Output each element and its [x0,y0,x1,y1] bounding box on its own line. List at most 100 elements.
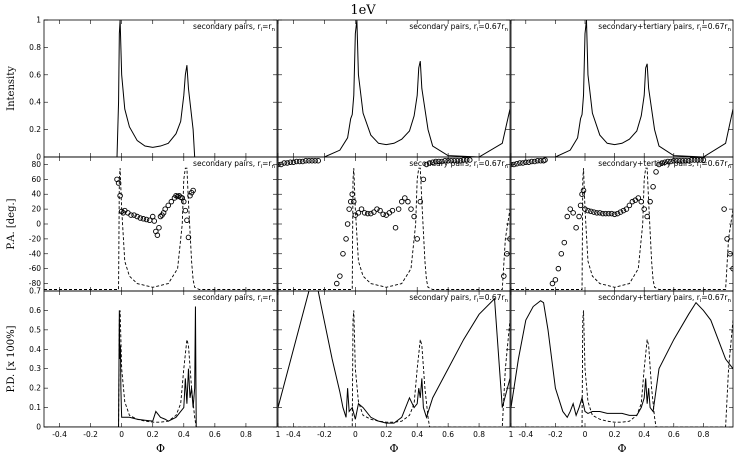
x-tick-label: 0.4 [638,430,650,439]
note-text: =0.67r [478,159,505,168]
note-subscript: n [505,27,509,33]
x-tick-label: -0.2 [317,430,332,439]
panel-series [44,167,277,290]
y-tick-label: -60 [29,264,41,273]
pa-data-point [558,251,565,257]
pa-data-point [299,158,306,165]
pa-data-point [635,195,642,201]
pa-data-point [463,157,470,163]
pa-data-point [426,160,433,166]
pa-data-point [312,157,318,164]
pa-data-point [700,157,707,163]
pa-data-point [402,195,408,201]
pa-data-point [626,202,633,209]
pa-data-point [517,160,523,166]
solid-line [44,20,277,157]
note-text: secondary pairs, r [409,22,477,31]
pa-data-point [184,217,190,224]
pa-data-point [137,215,144,221]
note-subscript: n [728,164,732,170]
dashed-line [278,310,510,427]
pa-data-point [685,157,692,164]
pa-data-point [337,273,343,279]
pa-data-point [555,265,562,272]
y-tick-label: 0.6 [29,306,41,315]
pa-data-point [149,213,156,220]
pa-data-point [507,236,510,242]
pa-data-point [392,224,399,231]
pa-data-point [523,159,529,165]
pa-data-point [727,251,733,257]
solid-line [511,20,733,157]
note-subscript: i [700,298,702,304]
x-tick-label: 0.6 [442,430,454,439]
x-tick-label: -0.4 [286,430,301,439]
note-subscript: n [272,27,276,33]
pa-data-point [343,236,349,242]
x-tick-label: 0.2 [147,430,159,439]
note-subscript: i [700,27,702,33]
pa-data-point [368,210,374,217]
y-axis-label-polarization-degree: P.D. [x 100%] [6,325,17,392]
panel-frame [277,156,511,292]
note-subscript: n [272,298,276,304]
pa-data-point [445,157,451,164]
note-text: secondary+tertiary pairs, r [598,159,701,168]
panel-note: secondary+tertiary pairs, ri=0.67rn [598,22,731,33]
panel-frame [277,290,511,428]
pa-data-point [457,157,464,164]
pa-data-point [629,198,636,205]
x-tick-label: 1 [509,430,514,439]
pa-data-point [694,157,701,163]
pa-data-point [504,251,510,257]
y-tick-label: -40 [29,249,41,258]
pa-data-point [347,198,354,205]
x-tick-label: 0.4 [178,430,190,439]
x-axis-label: Φ [389,442,398,455]
pa-data-point [600,210,606,217]
pa-data-point [659,160,665,166]
pa-data-point [644,213,650,220]
pa-data-point [676,157,683,164]
panel-note: secondary pairs, ri=rn [193,293,275,304]
pa-data-point [411,213,417,220]
pa-data-point [118,208,125,215]
note-text: secondary pairs, r [193,293,261,302]
pa-data-point [567,206,573,212]
y-axis-label-polarization-angle: P.A. [deg.] [6,198,17,249]
pa-data-point [290,159,297,165]
pa-data-point [602,210,609,217]
y-tick-label: -80 [29,279,41,288]
pa-data-point [591,209,597,215]
note-subscript: i [477,298,479,304]
panel-note: secondary+tertiary pairs, ri=0.67rn [598,293,731,304]
pa-data-point [296,158,303,165]
pa-data-point [588,208,594,215]
x-tick-label: 0.8 [473,430,485,439]
note-subscript: n [728,27,732,33]
panel-frame [510,19,734,158]
pa-data-point [433,158,439,165]
note-subscript: i [261,164,263,170]
pa-data-point [309,157,315,164]
pa-data-point [531,158,538,165]
y-tick-label: 0.8 [29,43,41,52]
pa-data-point [380,211,386,218]
panel-frame [43,290,278,428]
pa-data-point [429,159,436,165]
pa-data-point [439,158,445,165]
note-text: =0.67r [701,22,728,31]
pa-data-point [501,273,507,279]
pa-data-point [514,160,520,167]
panel-series [278,291,510,427]
pa-data-point [168,198,175,205]
x-tick-label: 0.8 [240,430,252,439]
pa-data-point [131,212,137,218]
note-text: =0.67r [478,293,505,302]
pa-data-point [156,224,162,231]
x-tick-label: 0.6 [209,430,221,439]
pa-data-point [691,157,698,163]
note-text: secondary+tertiary pairs, r [598,22,701,31]
pa-data-point [614,210,621,217]
